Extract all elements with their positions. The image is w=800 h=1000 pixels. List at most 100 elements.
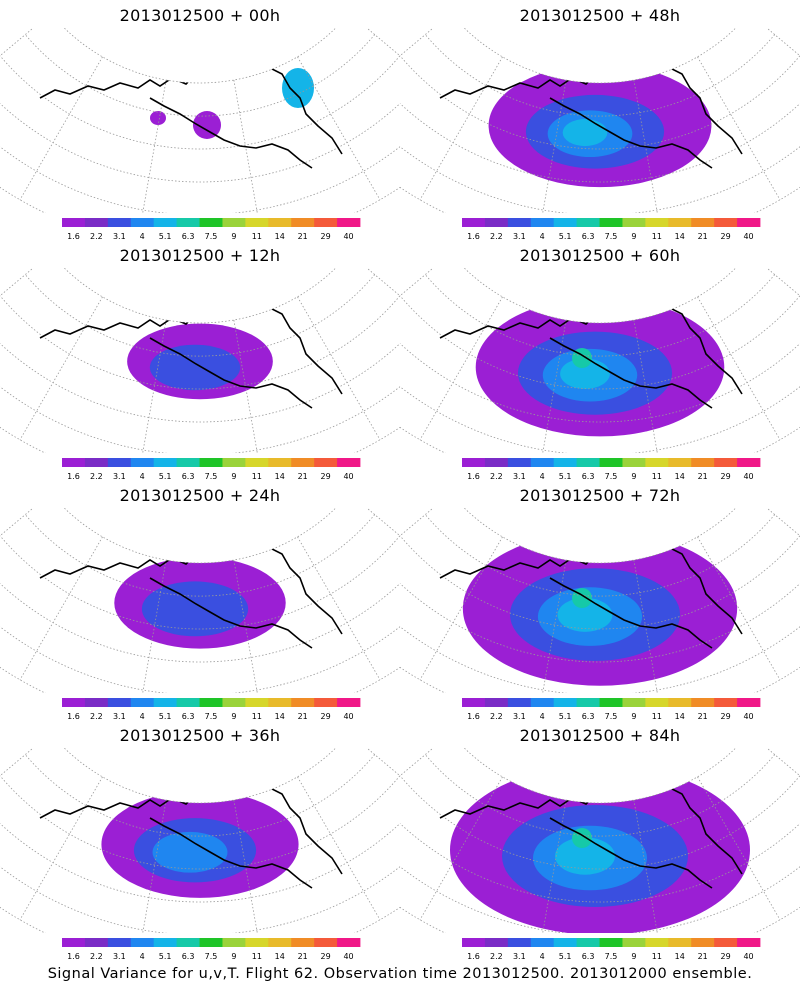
variance-contour	[141, 581, 249, 637]
colorbar-tick-label: 4	[140, 712, 145, 721]
colorbar-swatch	[107, 698, 132, 707]
colorbar-tick-label: 1.6	[67, 472, 80, 481]
latitude-line	[400, 295, 800, 390]
longitude-line	[297, 296, 381, 440]
latitude-line	[0, 822, 400, 903]
colorbar-tick-label: 4	[540, 232, 545, 241]
colorbar-tick-label: 2.2	[490, 232, 503, 241]
colorbar-swatch	[507, 698, 532, 707]
colorbar-swatch	[153, 458, 178, 467]
coastline	[549, 817, 713, 889]
colorbar-tick-label: 4	[140, 232, 145, 241]
latitude-line	[0, 146, 400, 213]
colorbar-tick-label: 29	[721, 472, 731, 481]
colorbar-tick-label: 9	[631, 232, 636, 241]
longitude-line	[400, 508, 434, 537]
colorbar-tick-label: 7.5	[605, 472, 618, 481]
latitude-line	[400, 582, 800, 663]
colorbar-tick-label: 6.3	[582, 232, 595, 241]
panel-title: 2013012500 + 60h	[519, 246, 681, 265]
latitude-line	[400, 822, 800, 903]
longitude-line	[697, 536, 781, 680]
colorbar-swatch	[599, 458, 623, 467]
latitude-line	[400, 775, 800, 870]
colorbar-swatch	[530, 218, 555, 227]
colorbar-swatch	[222, 458, 246, 467]
colorbar-tick-label: 7.5	[205, 712, 218, 721]
colorbar-tick-label: 11	[652, 952, 662, 961]
colorbar-tick-label: 11	[652, 232, 662, 241]
colorbar-swatch	[84, 938, 109, 947]
colorbar-swatch	[337, 218, 361, 227]
colorbar-swatch	[668, 698, 692, 707]
colorbar-tick-label: 29	[721, 952, 731, 961]
colorbar-tick-label: 1.6	[467, 232, 480, 241]
colorbar: 1.6 2.2 3.1 4 5.1 6.3 7.5 9 11 14 21 29 40	[62, 938, 361, 961]
latitude-line	[0, 386, 400, 453]
colorbar-tick-label: 3.1	[113, 472, 126, 481]
colorbar-tick-label: 40	[743, 712, 753, 721]
colorbar-tick-label: 4	[540, 712, 545, 721]
colorbar-tick-label: 1.6	[467, 712, 480, 721]
colorbar-swatch	[645, 698, 669, 707]
longitude-line	[766, 268, 800, 297]
longitude-line	[697, 296, 781, 440]
coastline	[149, 577, 313, 649]
panel-title: 2013012500 + 00h	[119, 6, 281, 25]
colorbar-swatch	[462, 938, 486, 947]
colorbar-tick-label: 2.2	[490, 712, 503, 721]
colorbar-tick-label: 5.1	[559, 232, 572, 241]
colorbar-tick-label: 7.5	[205, 472, 218, 481]
colorbar-swatch	[599, 938, 623, 947]
latitude-line	[63, 28, 337, 84]
colorbar-tick-label: 5.1	[159, 472, 172, 481]
colorbar-swatch	[462, 458, 486, 467]
longitude-line	[366, 28, 400, 57]
colorbar: 1.6 2.2 3.1 4 5.1 6.3 7.5 9 11 14 21 29 40	[462, 218, 761, 241]
colorbar-swatch	[553, 218, 578, 227]
colorbar-tick-label: 2.2	[90, 712, 103, 721]
latitude-line	[463, 28, 737, 84]
colorbar-tick-label: 4	[540, 472, 545, 481]
longitude-line	[297, 536, 381, 680]
colorbar-tick-label: 29	[321, 232, 331, 241]
longitude-line	[0, 748, 34, 777]
colorbar-swatch	[553, 938, 578, 947]
variance-contour	[282, 68, 314, 108]
colorbar-tick-label: 14	[275, 232, 285, 241]
colorbar-swatch	[107, 218, 132, 227]
latitude-line	[63, 748, 337, 804]
colorbar-tick-label: 2.2	[90, 952, 103, 961]
colorbar-tick-label: 3.1	[513, 232, 526, 241]
colorbar-swatch	[153, 938, 178, 947]
colorbar-swatch	[553, 458, 578, 467]
colorbar-tick-label: 21	[698, 232, 708, 241]
longitude-line	[766, 508, 800, 537]
colorbar-swatch	[337, 698, 361, 707]
longitude-line	[419, 56, 503, 200]
colorbar-swatch	[576, 938, 600, 947]
colorbar-tick-label: 40	[743, 232, 753, 241]
forecast-panel: 2013012500 + 36h 1.6 2.2 3.1 4 5.1 6.3 7.5 9 11 14…	[0, 720, 400, 965]
colorbar-tick-label: 6.3	[582, 472, 595, 481]
colorbar-swatch	[314, 458, 338, 467]
longitude-line	[19, 536, 103, 680]
colorbar: 1.6 2.2 3.1 4 5.1 6.3 7.5 9 11 14 21 29 40	[462, 698, 761, 721]
colorbar-swatch	[199, 218, 223, 227]
latitude-line	[0, 295, 400, 390]
panel-title: 2013012500 + 84h	[519, 726, 681, 745]
colorbar-swatch	[668, 458, 692, 467]
latitude-line	[0, 775, 400, 870]
longitude-line	[697, 776, 781, 920]
colorbar-tick-label: 21	[698, 472, 708, 481]
colorbar-swatch	[507, 938, 532, 947]
panel-title: 2013012500 + 72h	[519, 486, 681, 505]
colorbar-swatch	[714, 938, 738, 947]
longitude-line	[400, 28, 434, 57]
latitude-line	[463, 508, 737, 564]
colorbar-swatch	[153, 218, 178, 227]
colorbar: 1.6 2.2 3.1 4 5.1 6.3 7.5 9 11 14 21 29 40	[462, 458, 761, 481]
colorbar-swatch	[130, 218, 155, 227]
colorbar-tick-label: 40	[343, 952, 353, 961]
